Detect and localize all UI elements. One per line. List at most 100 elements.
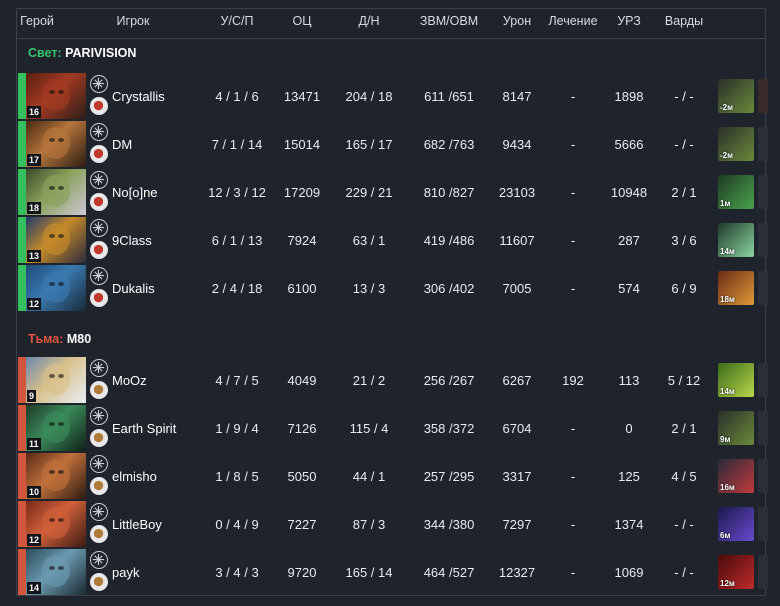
healing-cell: - — [570, 469, 576, 484]
hero-portrait[interactable]: 12 — [26, 265, 86, 311]
player-name[interactable]: elmisho — [112, 469, 157, 484]
player-row[interactable]: 16 Crystallis 4 / 1 / 6 13471 204 / 18 611 /… — [18, 73, 780, 119]
player-row[interactable]: 14 payk 3 / 4 / 3 9720 165 / 14 464 /527 1232… — [18, 549, 780, 595]
team-color-bar — [18, 453, 26, 499]
last-hits-cell: 13 / 3 — [352, 281, 386, 296]
healing-cell: - — [570, 137, 576, 152]
role-icon — [90, 289, 108, 307]
item-icon[interactable] — [758, 363, 768, 397]
col-lh-dn[interactable]: Д/Н — [358, 14, 380, 28]
healing-cell: - — [570, 233, 576, 248]
hero-level: 14 — [27, 582, 42, 594]
hero-portrait[interactable]: 10 — [26, 453, 86, 499]
player-row[interactable]: 12 LittleBoy 0 / 4 / 9 7227 87 / 3 344 /380 7… — [18, 501, 780, 547]
lane-icon — [90, 551, 108, 569]
networth-cell: 4049 — [287, 373, 317, 388]
player-name[interactable]: Earth Spirit — [112, 421, 177, 436]
hero-portrait[interactable]: 13 — [26, 217, 86, 263]
item-icon[interactable]: 18м — [718, 271, 754, 305]
last-hits-cell: 165 / 17 — [345, 137, 393, 152]
role-icon — [90, 429, 108, 447]
player-name[interactable]: DM — [112, 137, 133, 152]
item-icon[interactable]: 12м — [718, 555, 754, 589]
item-icon[interactable]: -2м — [718, 127, 754, 161]
item-icon[interactable] — [758, 271, 768, 305]
col-damage[interactable]: Урон — [502, 14, 532, 28]
col-player[interactable]: Игрок — [116, 14, 150, 28]
player-name[interactable]: No[o]ne — [112, 185, 158, 200]
kda-cell: 7 / 1 / 14 — [211, 137, 263, 152]
team-color-bar — [18, 217, 26, 263]
team-color-bar — [18, 265, 26, 311]
kda-cell: 6 / 1 / 13 — [211, 233, 263, 248]
kda-cell: 0 / 4 / 9 — [215, 517, 259, 532]
hero-portrait[interactable]: 12 — [26, 501, 86, 547]
gpm-xpm-cell: 256 /267 — [423, 373, 475, 388]
building-damage-cell: 5666 — [614, 137, 644, 152]
item-icon[interactable]: 14м — [718, 223, 754, 257]
item-icon[interactable] — [758, 555, 768, 589]
lane-icon — [90, 219, 108, 237]
col-building-damage[interactable]: УРЗ — [617, 14, 641, 28]
col-networth[interactable]: ОЦ — [292, 14, 312, 28]
col-kda[interactable]: У/С/П — [220, 14, 254, 28]
gpm-xpm-cell: 419 /486 — [423, 233, 475, 248]
damage-cell: 3317 — [502, 469, 532, 484]
healing-cell: - — [570, 421, 576, 436]
col-hero[interactable]: Герой — [20, 14, 54, 28]
item-icon[interactable] — [758, 127, 768, 161]
damage-cell: 7005 — [502, 281, 532, 296]
player-row[interactable]: 18 No[o]ne 12 / 3 / 12 17209 229 / 21 810 /8… — [18, 169, 780, 215]
networth-cell: 9720 — [287, 565, 317, 580]
hero-portrait[interactable]: 11 — [26, 405, 86, 451]
hero-portrait[interactable]: 18 — [26, 169, 86, 215]
hero-portrait[interactable]: 17 — [26, 121, 86, 167]
player-name[interactable]: Crystallis — [112, 89, 165, 104]
item-icon[interactable] — [758, 223, 768, 257]
player-row[interactable]: 10 elmisho 1 / 8 / 5 5050 44 / 1 257 /295 331… — [18, 453, 780, 499]
item-time: 14м — [720, 387, 735, 396]
col-healing[interactable]: Лечение — [548, 14, 598, 28]
item-icon[interactable]: 6м — [718, 507, 754, 541]
player-row[interactable]: 17 DM 7 / 1 / 14 15014 165 / 17 682 /763 9434… — [18, 121, 780, 167]
item-time: 6м — [720, 531, 731, 540]
item-icon[interactable]: 14м — [718, 363, 754, 397]
player-row[interactable]: 9 MoOz 4 / 7 / 5 4049 21 / 2 256 /267 6267 192… — [18, 357, 780, 403]
player-row[interactable]: 12 Dukalis 2 / 4 / 18 6100 13 / 3 306 /402 70… — [18, 265, 780, 311]
col-wards[interactable]: Варды — [664, 14, 704, 28]
team-name: M80 — [66, 332, 92, 346]
healing-cell: - — [570, 281, 576, 296]
player-name[interactable]: Dukalis — [112, 281, 155, 296]
scoreboard-frame — [16, 8, 766, 596]
item-icon[interactable] — [758, 507, 768, 541]
item-icon[interactable]: 16м — [718, 459, 754, 493]
lane-icon — [90, 359, 108, 377]
hero-level: 12 — [27, 298, 42, 310]
item-icon[interactable] — [758, 459, 768, 493]
col-gpm-xpm[interactable]: ЗВМ/ОВМ — [419, 14, 479, 28]
player-name[interactable]: payk — [112, 565, 140, 580]
team-color-bar — [18, 169, 26, 215]
lane-icon — [90, 503, 108, 521]
role-icon — [90, 193, 108, 211]
player-name[interactable]: MoOz — [112, 373, 147, 388]
item-icon[interactable]: 1м — [718, 175, 754, 209]
hero-portrait[interactable]: 14 — [26, 549, 86, 595]
item-icon[interactable] — [758, 79, 768, 113]
building-damage-cell: 1374 — [614, 517, 644, 532]
item-icon[interactable] — [758, 175, 768, 209]
lane-icon — [90, 123, 108, 141]
networth-cell: 15014 — [283, 137, 321, 152]
hero-portrait[interactable]: 16 — [26, 73, 86, 119]
kda-cell: 4 / 7 / 5 — [215, 373, 259, 388]
hero-portrait[interactable]: 9 — [26, 357, 86, 403]
item-icon[interactable] — [758, 411, 768, 445]
player-name[interactable]: 9Class — [112, 233, 152, 248]
item-icon[interactable]: -2м — [718, 79, 754, 113]
player-name[interactable]: LittleBoy — [112, 517, 162, 532]
item-icon[interactable]: 9м — [718, 411, 754, 445]
building-damage-cell: 1898 — [614, 89, 644, 104]
player-row[interactable]: 11 Earth Spirit 1 / 9 / 4 7126 115 / 4 358 /… — [18, 405, 780, 451]
player-row[interactable]: 13 9Class 6 / 1 / 13 7924 63 / 1 419 /486 116… — [18, 217, 780, 263]
item-time: -2м — [720, 103, 734, 112]
